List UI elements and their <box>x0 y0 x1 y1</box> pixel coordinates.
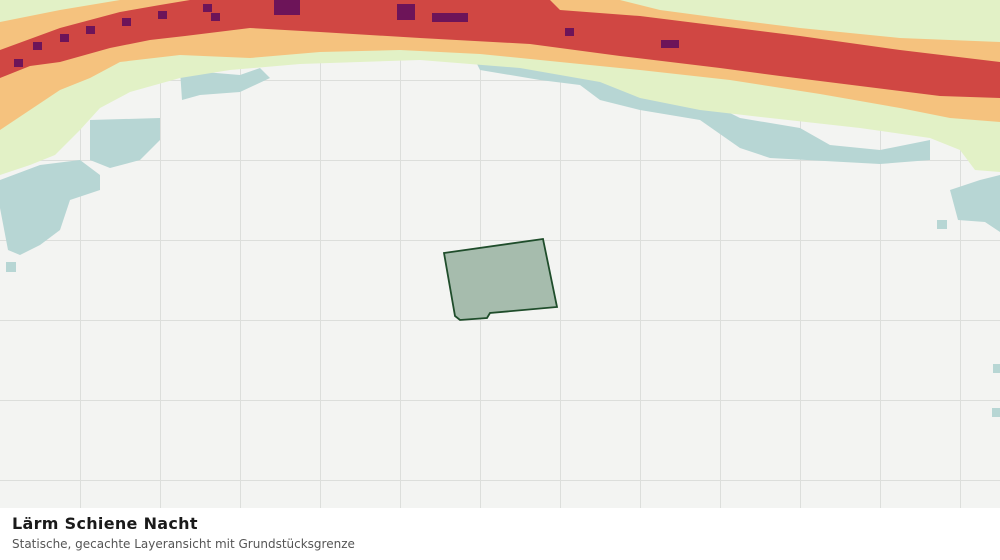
noise-patch <box>950 175 1000 232</box>
noise-spot <box>33 42 42 50</box>
noise-patch <box>180 68 270 100</box>
map-subtitle: Statische, gecachte Layeransicht mit Gru… <box>12 537 355 551</box>
noise-zone-low <box>0 8 1000 417</box>
noise-patch <box>992 408 1000 417</box>
noise-spot <box>122 18 131 26</box>
noise-patch <box>6 262 16 272</box>
noise-spot <box>274 0 300 15</box>
noise-spot <box>60 34 69 42</box>
parcel-boundary[interactable] <box>442 237 559 321</box>
noise-patch <box>0 160 100 255</box>
map-caption: Lärm Schiene Nacht Statische, gecachte L… <box>12 512 988 551</box>
noise-patch <box>993 364 1000 373</box>
noise-patch <box>937 220 947 229</box>
noise-spot <box>565 28 574 36</box>
noise-spot <box>432 13 468 22</box>
noise-spot <box>14 59 23 67</box>
noise-spot <box>661 40 679 48</box>
noise-spot <box>397 4 415 20</box>
noise-spot <box>158 11 167 19</box>
noise-patch <box>475 60 930 164</box>
map-title: Lärm Schiene Nacht <box>12 514 198 533</box>
map-view <box>0 0 1000 508</box>
noise-spot <box>211 13 220 21</box>
noise-spot <box>203 4 212 12</box>
noise-zone-very-high <box>14 0 679 67</box>
noise-patch <box>90 118 160 168</box>
noise-zone-high <box>0 0 1000 98</box>
noise-spot <box>86 26 95 34</box>
